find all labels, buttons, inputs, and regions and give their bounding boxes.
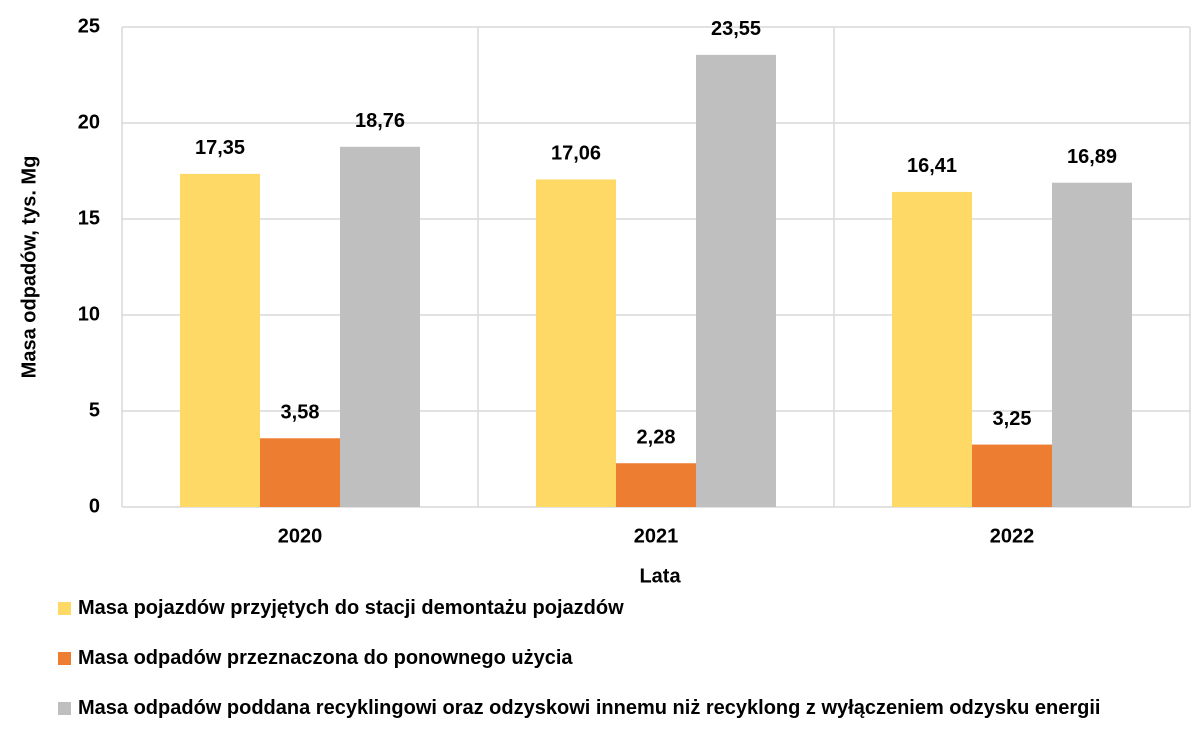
y-axis-title: Masa odpadów, tys. Mg	[18, 156, 40, 379]
value-label: 17,35	[195, 137, 245, 159]
legend-item: Masa odpadów poddana recyklingowi oraz o…	[58, 696, 1158, 720]
value-label: 3,58	[281, 402, 320, 424]
bar	[696, 54, 776, 508]
bar	[340, 146, 420, 508]
y-tick-label: 15	[78, 207, 100, 229]
chart: Lata Masa odpadów, tys. Mg 0 5 10 15 20 25 202…	[18, 15, 1191, 587]
x-tick-label: 2020	[278, 525, 323, 547]
legend-label: Masa odpadów poddana recyklingowi oraz o…	[78, 697, 1101, 719]
legend-item: Masa pojazdów przyjętych do stacji demon…	[58, 596, 1158, 620]
legend-swatch	[58, 602, 71, 615]
y-tick-label: 20	[78, 111, 100, 133]
y-tick-label: 0	[89, 495, 100, 517]
y-tick-label: 10	[78, 303, 100, 325]
bar	[180, 173, 260, 507]
value-label: 17,06	[551, 143, 601, 165]
legend-label: Masa odpadów przeznaczona do ponownego u…	[78, 647, 573, 669]
legend-swatch	[58, 652, 71, 665]
bar	[1052, 182, 1132, 507]
value-label: 2,28	[637, 427, 676, 449]
y-tick-label: 5	[89, 399, 100, 421]
bar	[260, 438, 340, 507]
x-axis-title: Lata	[639, 565, 681, 587]
y-tick-label: 25	[78, 15, 100, 37]
value-label: 18,76	[355, 110, 405, 132]
bar	[972, 444, 1052, 507]
x-tick-label: 2022	[990, 525, 1035, 547]
value-label: 16,89	[1067, 146, 1117, 168]
legend-item: Masa odpadów przeznaczona do ponownego u…	[58, 646, 1158, 670]
legend-label: Masa pojazdów przyjętych do stacji demon…	[78, 597, 624, 619]
bar	[536, 179, 616, 507]
bar	[892, 191, 972, 508]
value-label: 16,41	[907, 155, 957, 177]
x-tick-label: 2021	[634, 525, 679, 547]
value-label: 23,55	[711, 18, 761, 40]
bar	[616, 463, 696, 507]
value-label: 3,25	[993, 408, 1032, 430]
legend-swatch	[58, 702, 71, 715]
